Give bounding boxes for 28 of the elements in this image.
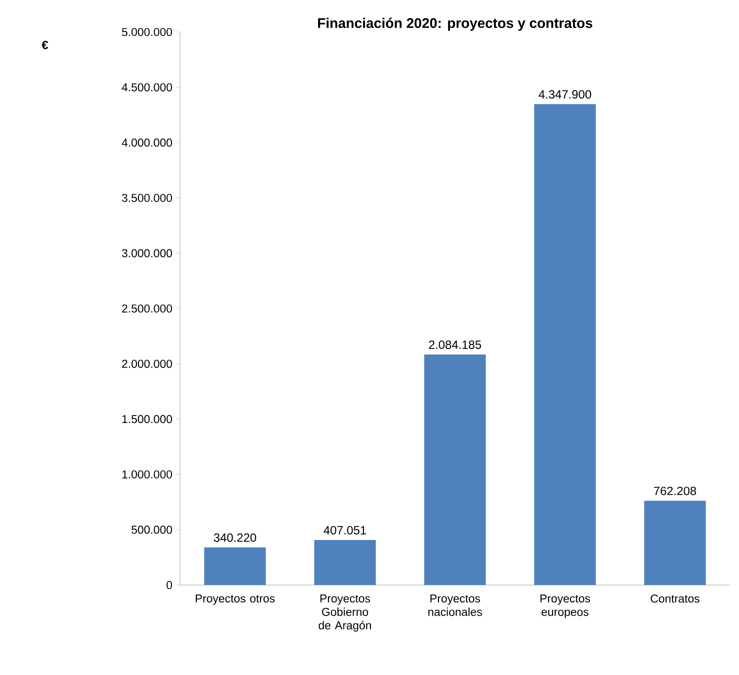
y-tick-label: 5.000.000: [122, 28, 172, 36]
x-tick-label: Proyectos otros: [196, 594, 275, 605]
y-tick-label: 4.000.000: [122, 138, 172, 147]
chart-title: Financiación 2020: proyectos y contratos: [318, 18, 592, 31]
bar: [534, 104, 596, 585]
y-tick-label: 2.000.000: [122, 360, 172, 368]
data-label: 2.084.185: [429, 340, 482, 349]
y-tick-label: 3.000.000: [122, 249, 172, 258]
data-label: 340.220: [214, 533, 256, 542]
data-label: 762.208: [654, 486, 696, 496]
y-tick-label: 1.500.000: [122, 415, 172, 424]
y-tick-label: 1.000.000: [122, 470, 172, 478]
bar: [424, 354, 486, 585]
data-label: 4.347.900: [538, 90, 592, 99]
y-tick-label: 2.500.000: [122, 304, 172, 313]
y-tick-label: 3.500.000: [122, 194, 172, 202]
x-tick-label: Contratos: [650, 594, 700, 603]
data-label: 407.051: [324, 526, 366, 534]
x-tick-label: Proyectos nacionales: [428, 594, 482, 616]
bar: [204, 547, 266, 585]
bar: [314, 540, 376, 585]
y-tick-label: 500.000: [132, 526, 172, 534]
y-tick-label: 4.500.000: [122, 83, 172, 92]
y-tick-label: 0: [166, 580, 172, 590]
x-tick-label: Proyectos europeos: [540, 594, 590, 618]
bar: [644, 500, 706, 585]
text: €: [42, 40, 48, 50]
x-tick-label: Proyectos Gobierno de Aragón: [318, 594, 371, 632]
